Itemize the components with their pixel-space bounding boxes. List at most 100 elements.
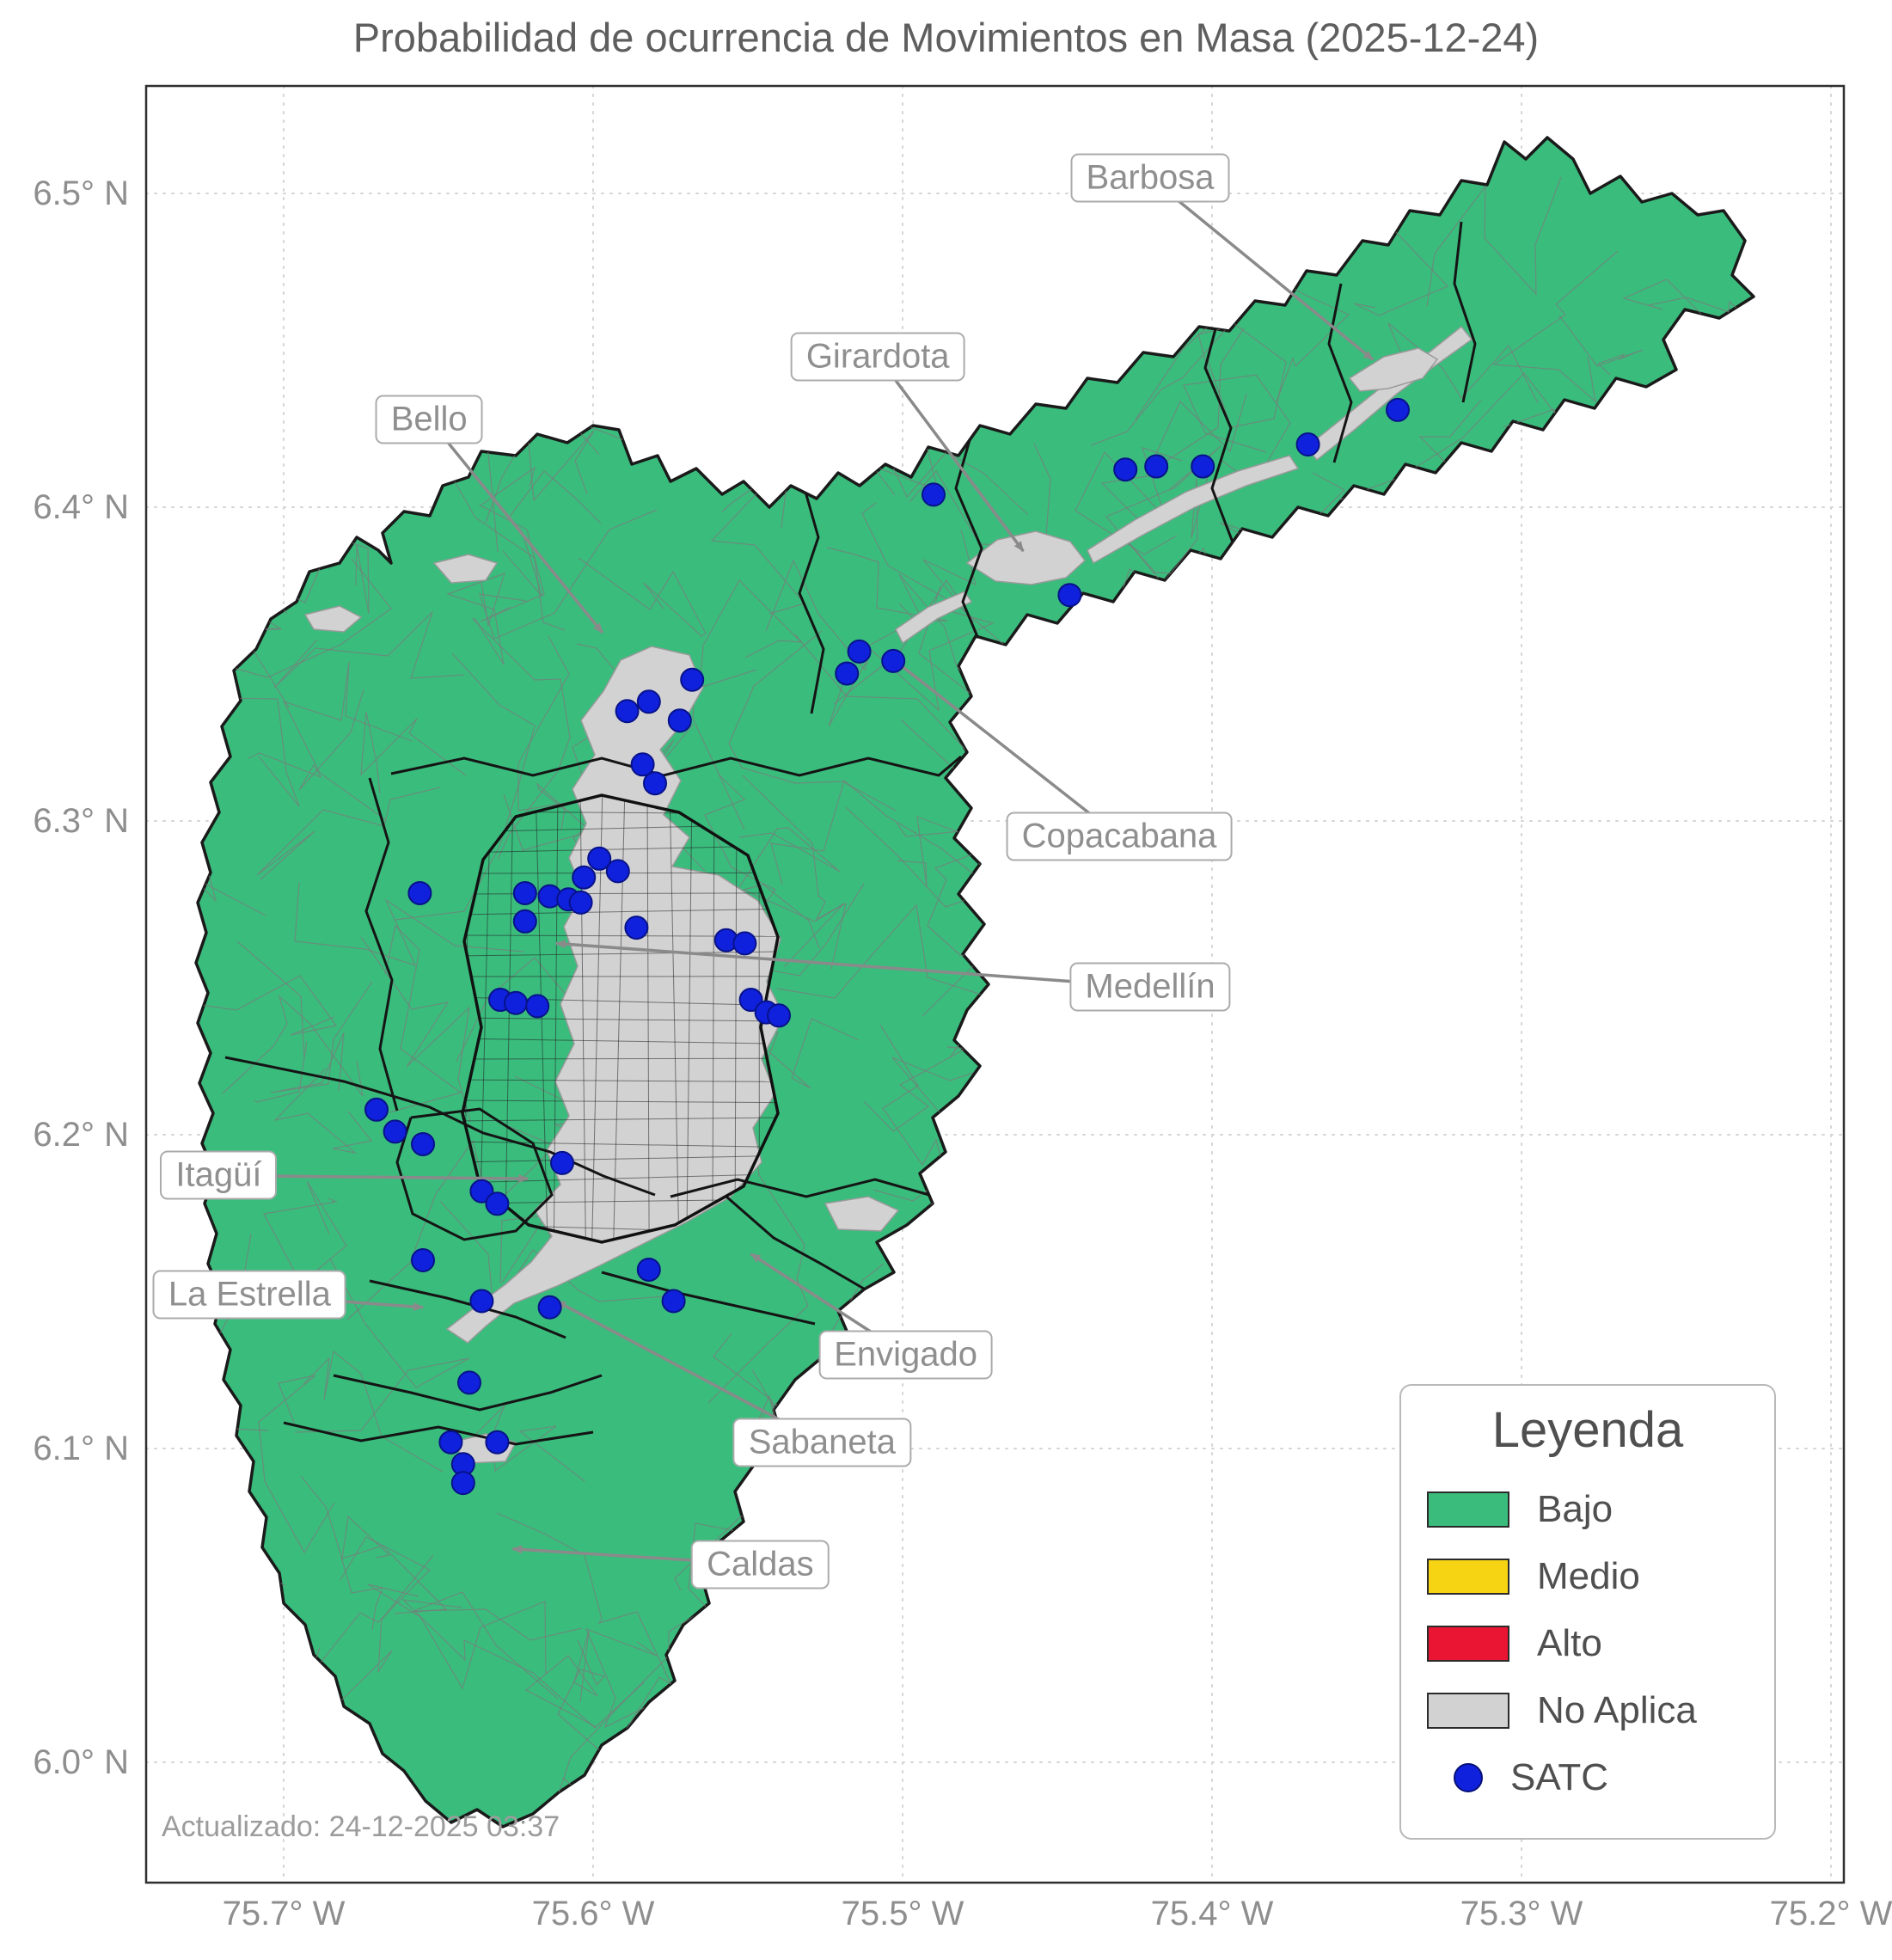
comuna-line (712, 795, 715, 1242)
vereda-line (258, 1375, 335, 1554)
satc-point (835, 661, 860, 686)
x-tick-label: 75.5° W (841, 1895, 964, 1932)
vereda-line (439, 1200, 665, 1312)
y-tick-label: 6.3° N (33, 802, 129, 840)
satc-point (457, 1370, 481, 1395)
legend-item-alto: Alto (1401, 1610, 1774, 1677)
map-label-barbosa: Barbosa (1070, 153, 1230, 203)
vereda-line (360, 936, 471, 1122)
legend-item-bajo: Bajo (1401, 1476, 1774, 1543)
y-tick-label: 6.0° N (33, 1743, 129, 1781)
vereda-line (294, 1258, 470, 1433)
vereda-line (384, 924, 462, 1113)
vereda-line (367, 1583, 547, 1690)
legend-title: Leyenda (1491, 1402, 1684, 1458)
satc-point (411, 1248, 435, 1272)
vereda-line (496, 1512, 671, 1684)
satc-point (469, 1179, 494, 1204)
legend-item-no-aplica: No Aplica (1401, 1677, 1774, 1744)
satc-point (767, 1003, 791, 1028)
vereda-line (485, 430, 595, 524)
annotation-arrow-girardota (876, 355, 1025, 553)
vereda-line (248, 689, 364, 791)
legend-color-swatch (1427, 1491, 1509, 1528)
urban-area-girardota (965, 530, 1087, 585)
vereda-line (479, 509, 658, 640)
x-tick-label: 75.6° W (531, 1895, 655, 1932)
satc-point (630, 752, 655, 777)
annotation-arrow-medellin (554, 940, 1151, 989)
satc-point (438, 1430, 463, 1455)
vereda-line (196, 558, 392, 724)
satc-point (1144, 454, 1169, 479)
comuna-line (646, 795, 650, 1242)
vereda-line (524, 1630, 598, 1728)
annotation-arrow-barbosa (1148, 176, 1375, 361)
map-label-girardota: Girardota (790, 332, 965, 382)
vereda-line (557, 1639, 611, 1761)
satc-point (504, 990, 528, 1015)
vereda-line (471, 617, 571, 861)
legend-color-swatch (1427, 1559, 1509, 1595)
y-tick-label: 6.2° N (33, 1116, 129, 1154)
vereda-line (196, 589, 300, 807)
urban-area-north-patch-2 (303, 605, 363, 633)
satc-point (643, 771, 667, 796)
legend-point-marker (1454, 1763, 1483, 1792)
satc-point (450, 1471, 475, 1496)
comuna-line (462, 1057, 778, 1060)
satc-point (550, 1150, 574, 1175)
x-tick-label: 75.3° W (1460, 1895, 1583, 1932)
satc-point (512, 909, 537, 934)
legend-color-swatch (1427, 1693, 1509, 1729)
vereda-line (294, 881, 524, 966)
urban-area-envigado-east (824, 1196, 900, 1232)
comuna-line (462, 1173, 778, 1184)
y-tick-label: 6.5° N (33, 175, 129, 212)
legend-item-label: No Aplica (1537, 1689, 1697, 1731)
vereda-line (1622, 279, 1748, 319)
urban-area-north-patch-1 (432, 554, 499, 584)
updated-timestamp: Actualizado: 24-12-2025 03:37 (162, 1810, 560, 1843)
legend: Leyenda Bajo Medio Alto No Aplica SATC (1399, 1384, 1776, 1840)
urban-area-river-strip-1 (895, 591, 973, 645)
vereda-line (473, 1405, 585, 1482)
satc-point (537, 1295, 562, 1320)
urban-area-barbosa-town (1348, 347, 1439, 392)
satc-point (922, 482, 946, 507)
y-tick-label: 6.1° N (33, 1430, 129, 1467)
legend-item-medio: Medio (1401, 1543, 1774, 1610)
satc-point (364, 1097, 389, 1122)
satc-point (525, 994, 550, 1019)
plot-frame (144, 84, 1846, 1884)
comuna-line (462, 1038, 778, 1044)
vereda-line (1558, 315, 1644, 376)
comuna-outline (461, 793, 780, 1244)
comuna-line (462, 1155, 778, 1163)
satc-point (732, 931, 757, 956)
figure-title: Probabilidad de ocurrencia de Movimiento… (352, 15, 1540, 60)
satc-point (568, 890, 593, 915)
x-tick-label: 75.4° W (1150, 1895, 1274, 1932)
comuna-line (462, 1117, 778, 1122)
comuna-line (734, 795, 738, 1242)
satc-point (636, 689, 661, 714)
satc-point (667, 708, 692, 733)
satc-point (485, 1430, 510, 1455)
x-tick-label: 75.7° W (222, 1895, 346, 1932)
map-label-bello: Bello (375, 395, 483, 444)
satc-point (469, 1289, 494, 1314)
comuna-line (462, 1017, 778, 1022)
vereda-line (341, 1515, 448, 1614)
satc-point (847, 639, 872, 664)
satc-point (1386, 397, 1410, 422)
satc-point (661, 1289, 686, 1314)
annotation-arrow-copacabana (885, 653, 1121, 838)
y-tick-label: 6.4° N (33, 488, 129, 526)
comuna-line (462, 1141, 778, 1148)
satc-point (383, 1119, 407, 1144)
legend-item-label: Alto (1537, 1622, 1602, 1664)
vereda-line (273, 611, 465, 689)
satc-point (1295, 432, 1320, 456)
